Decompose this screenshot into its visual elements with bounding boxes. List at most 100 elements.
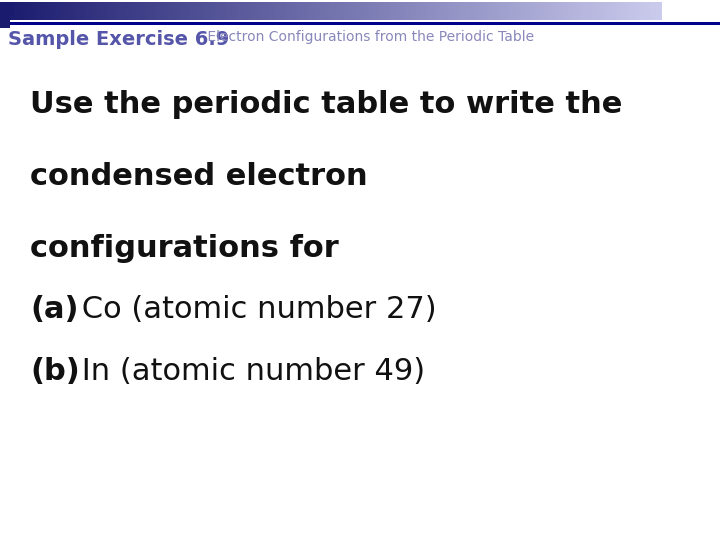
Bar xyxy=(234,2,236,20)
Bar xyxy=(574,2,576,20)
Bar xyxy=(263,2,265,20)
Bar xyxy=(81,2,84,20)
Bar xyxy=(356,2,358,20)
Bar xyxy=(170,2,172,20)
Bar xyxy=(247,2,250,20)
Bar xyxy=(254,2,256,20)
Bar xyxy=(104,2,106,20)
Bar xyxy=(362,2,364,20)
Bar xyxy=(420,2,422,20)
Bar xyxy=(176,2,179,20)
Text: (a): (a) xyxy=(30,295,78,324)
Bar xyxy=(400,2,402,20)
Bar xyxy=(163,2,166,20)
Bar xyxy=(477,2,479,20)
Bar xyxy=(325,2,327,20)
Bar xyxy=(528,2,530,20)
Bar xyxy=(130,2,132,20)
Bar xyxy=(449,2,451,20)
Bar xyxy=(86,2,89,20)
Bar xyxy=(4,2,6,20)
Bar xyxy=(159,2,161,20)
Bar xyxy=(492,2,495,20)
Bar xyxy=(64,2,66,20)
Bar xyxy=(73,2,75,20)
Bar xyxy=(276,2,278,20)
Bar xyxy=(457,2,459,20)
Text: In (atomic number 49): In (atomic number 49) xyxy=(72,357,425,386)
Bar xyxy=(280,2,283,20)
Text: Co (atomic number 27): Co (atomic number 27) xyxy=(72,295,436,324)
Bar xyxy=(75,2,77,20)
Bar xyxy=(424,2,426,20)
Bar xyxy=(106,2,108,20)
Bar xyxy=(58,2,60,20)
Bar xyxy=(548,2,550,20)
Bar xyxy=(120,2,122,20)
Bar xyxy=(316,2,318,20)
Bar xyxy=(567,2,570,20)
Bar xyxy=(172,2,174,20)
Bar xyxy=(203,2,205,20)
Bar xyxy=(536,2,539,20)
Bar xyxy=(627,2,629,20)
Bar xyxy=(0,2,2,20)
Bar xyxy=(97,2,99,20)
Bar xyxy=(228,2,230,20)
Bar xyxy=(311,2,313,20)
Bar xyxy=(470,2,472,20)
Bar xyxy=(466,2,468,20)
Bar xyxy=(93,2,95,20)
Bar xyxy=(451,2,453,20)
Bar xyxy=(503,2,505,20)
Bar xyxy=(174,2,176,20)
Bar xyxy=(515,2,517,20)
Bar xyxy=(418,2,420,20)
Text: condensed electron: condensed electron xyxy=(30,162,368,191)
Bar xyxy=(391,2,393,20)
Bar xyxy=(13,2,15,20)
Bar xyxy=(600,2,603,20)
Bar xyxy=(472,2,474,20)
Bar xyxy=(510,2,512,20)
Bar xyxy=(53,2,55,20)
Bar xyxy=(384,2,387,20)
Bar xyxy=(446,2,449,20)
Bar xyxy=(243,2,245,20)
Bar xyxy=(660,2,662,20)
Bar xyxy=(323,2,325,20)
Bar xyxy=(108,2,110,20)
Bar xyxy=(598,2,600,20)
Bar xyxy=(523,2,526,20)
Bar xyxy=(441,2,444,20)
Bar xyxy=(132,2,135,20)
Bar xyxy=(214,2,217,20)
Bar xyxy=(22,2,24,20)
Bar xyxy=(0,22,720,25)
Bar xyxy=(55,2,58,20)
Bar xyxy=(453,2,455,20)
Bar xyxy=(638,2,640,20)
Bar xyxy=(364,2,366,20)
Bar xyxy=(338,2,340,20)
Bar xyxy=(557,2,559,20)
Bar xyxy=(336,2,338,20)
Bar xyxy=(375,2,377,20)
Bar xyxy=(294,2,296,20)
Bar xyxy=(199,2,201,20)
Bar xyxy=(629,2,631,20)
Bar xyxy=(435,2,437,20)
Bar xyxy=(265,2,267,20)
Bar xyxy=(534,2,536,20)
Bar xyxy=(139,2,141,20)
Bar xyxy=(387,2,389,20)
Bar xyxy=(603,2,605,20)
Bar xyxy=(490,2,492,20)
Bar xyxy=(605,2,607,20)
Bar xyxy=(521,2,523,20)
Bar xyxy=(320,2,323,20)
Bar xyxy=(331,2,333,20)
Bar xyxy=(464,2,466,20)
Bar xyxy=(541,2,543,20)
Bar xyxy=(382,2,384,20)
